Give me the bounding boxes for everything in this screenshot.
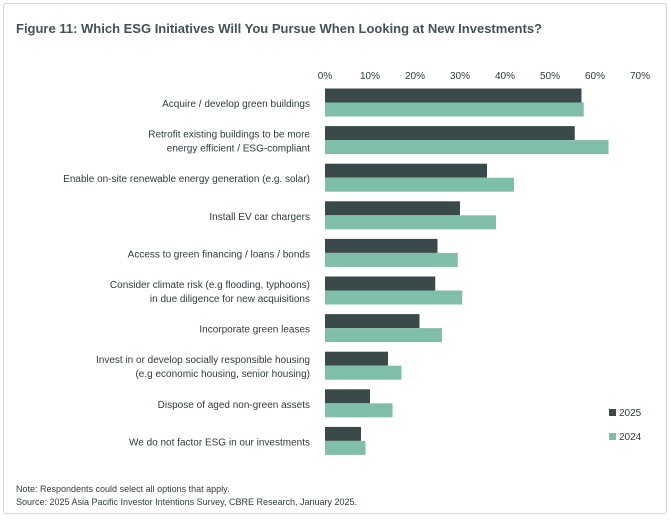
- legend-swatch-2025: [609, 409, 616, 416]
- bar-2024-7: [325, 365, 402, 380]
- category-label: Access to green financing / loans / bond…: [128, 249, 310, 260]
- category-label: Invest in or develop socially responsibl…: [96, 355, 310, 366]
- legend-label-2025: 2025: [619, 408, 642, 419]
- category-label: Consider climate risk (e.g flooding, typ…: [110, 280, 310, 291]
- bar-2025-6: [325, 314, 420, 329]
- x-axis-ticks: 0% 10% 20% 30% 40% 50% 60% 70%: [318, 71, 650, 82]
- bars: [325, 88, 609, 455]
- category-label: Acquire / develop green buildings: [162, 99, 310, 110]
- bar-2025-0: [325, 88, 582, 103]
- legend-swatch-2024: [609, 433, 616, 440]
- bar-2024-2: [325, 177, 514, 192]
- bar-2024-1: [325, 140, 609, 155]
- x-tick-label: 0%: [318, 71, 333, 82]
- x-tick-label: 30%: [450, 71, 470, 82]
- chart-note: Note: Respondents could select all optio…: [16, 484, 230, 494]
- category-label: Incorporate green leases: [199, 325, 310, 336]
- category-labels: Acquire / develop green buildings Retrofi…: [63, 99, 310, 448]
- bar-2024-5: [325, 290, 463, 305]
- bar-2024-9: [325, 440, 366, 455]
- legend-label-2024: 2024: [619, 432, 642, 443]
- category-label: Retrofit existing buildings to be more: [148, 130, 310, 141]
- bar-2025-1: [325, 126, 575, 141]
- bar-2025-9: [325, 426, 361, 441]
- category-label: in due diligence for new acquisitions: [150, 294, 310, 305]
- category-label: energy efficient / ESG-compliant: [167, 144, 310, 155]
- bar-2024-6: [325, 328, 442, 343]
- bar-2025-2: [325, 163, 487, 178]
- category-label: (e.g economic housing, senior housing): [135, 369, 310, 380]
- bar-2025-8: [325, 389, 370, 404]
- x-tick-label: 50%: [540, 71, 560, 82]
- x-tick-label: 60%: [585, 71, 605, 82]
- bar-2025-7: [325, 351, 388, 366]
- category-label: Install EV car chargers: [209, 212, 310, 223]
- category-label: We do not factor ESG in our investments: [129, 437, 310, 448]
- chart-source: Source: 2025 Asia Pacific Investor Inten…: [16, 497, 358, 507]
- bar-2024-4: [325, 252, 458, 267]
- category-label: Enable on-site renewable energy generati…: [63, 174, 310, 185]
- esg-bar-chart: 0% 10% 20% 30% 40% 50% 60% 70% Acquire / develo…: [63, 71, 650, 455]
- bar-2024-8: [325, 403, 393, 418]
- x-tick-label: 10%: [360, 71, 380, 82]
- bar-2025-4: [325, 238, 438, 253]
- figure-frame: Figure 11: Which ESG Initiatives Will Yo…: [3, 3, 667, 514]
- x-tick-label: 70%: [630, 71, 650, 82]
- bar-2025-3: [325, 201, 460, 216]
- bar-2024-0: [325, 102, 584, 117]
- x-tick-label: 40%: [495, 71, 515, 82]
- category-label: Dispose of aged non-green assets: [158, 400, 310, 411]
- bar-2025-5: [325, 276, 436, 291]
- legend: 2025 2024: [609, 408, 642, 443]
- figure-title: Figure 11: Which ESG Initiatives Will Yo…: [16, 21, 542, 36]
- x-tick-label: 20%: [405, 71, 425, 82]
- bar-2024-3: [325, 215, 496, 230]
